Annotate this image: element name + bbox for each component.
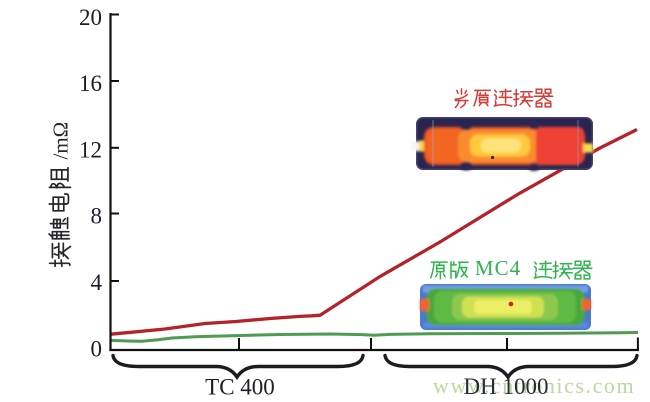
svg-text:8: 8 (91, 204, 103, 229)
svg-text:www.cntronics.com: www.cntronics.com (433, 373, 635, 398)
svg-text:16: 16 (79, 71, 102, 96)
svg-text:TC 400: TC 400 (205, 375, 275, 400)
svg-text:12: 12 (79, 138, 102, 163)
svg-text:DH 1000: DH 1000 (464, 374, 549, 399)
svg-text:MC4: MC4 (475, 256, 521, 280)
svg-text:0: 0 (91, 337, 103, 362)
svg-text:/mΩ: /mΩ (49, 122, 73, 160)
svg-text:4: 4 (91, 270, 103, 295)
svg-text:20: 20 (79, 5, 102, 30)
